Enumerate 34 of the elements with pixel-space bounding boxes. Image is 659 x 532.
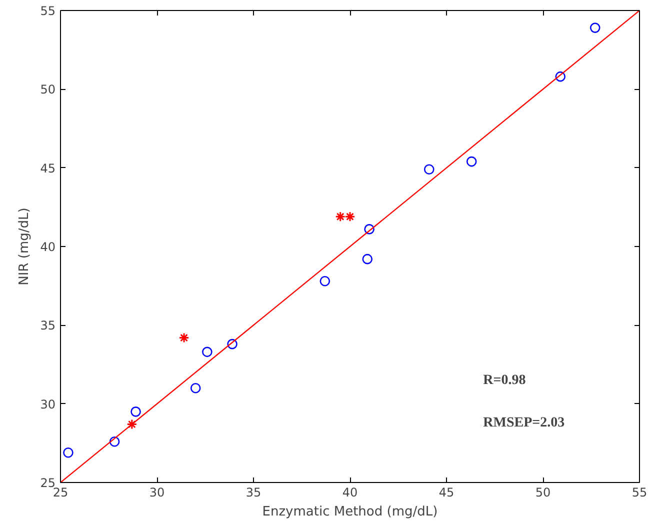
point [202, 346, 212, 358]
point [335, 211, 346, 222]
x-tick-label: 55 [632, 486, 648, 500]
x-tick-label: 35 [246, 486, 262, 500]
point [590, 22, 600, 33]
annotation: RMSEP=2.03 [483, 416, 565, 431]
x-tick-label: 50 [535, 486, 551, 500]
point [109, 436, 120, 447]
annotation: R=0.98 [483, 373, 526, 388]
point [424, 164, 434, 175]
point [63, 447, 74, 458]
x-axis-title: Enzymatic Method (mg/dL) [262, 504, 438, 520]
y-tick-label: 30 [40, 397, 56, 412]
y-tick-label: 35 [40, 318, 56, 333]
y-axis-title: NIR (mg/dL) [17, 208, 32, 286]
y-tick-label: 40 [40, 240, 56, 254]
point [466, 156, 477, 167]
point [178, 332, 190, 344]
point [190, 382, 201, 394]
y-tick-label: 45 [40, 161, 56, 176]
x-tick-label: 30 [149, 486, 165, 500]
y-tick-label: 55 [40, 4, 56, 18]
point [126, 419, 138, 430]
point [344, 211, 356, 222]
x-tick-label: 25 [52, 486, 68, 500]
point [320, 276, 330, 286]
x-tick-label: 45 [438, 486, 454, 500]
point [362, 254, 373, 264]
point [364, 224, 374, 234]
point [130, 406, 141, 417]
x-tick-label: 40 [342, 486, 358, 500]
point [227, 338, 238, 350]
y-tick-label: 50 [40, 82, 56, 97]
point [555, 71, 566, 82]
